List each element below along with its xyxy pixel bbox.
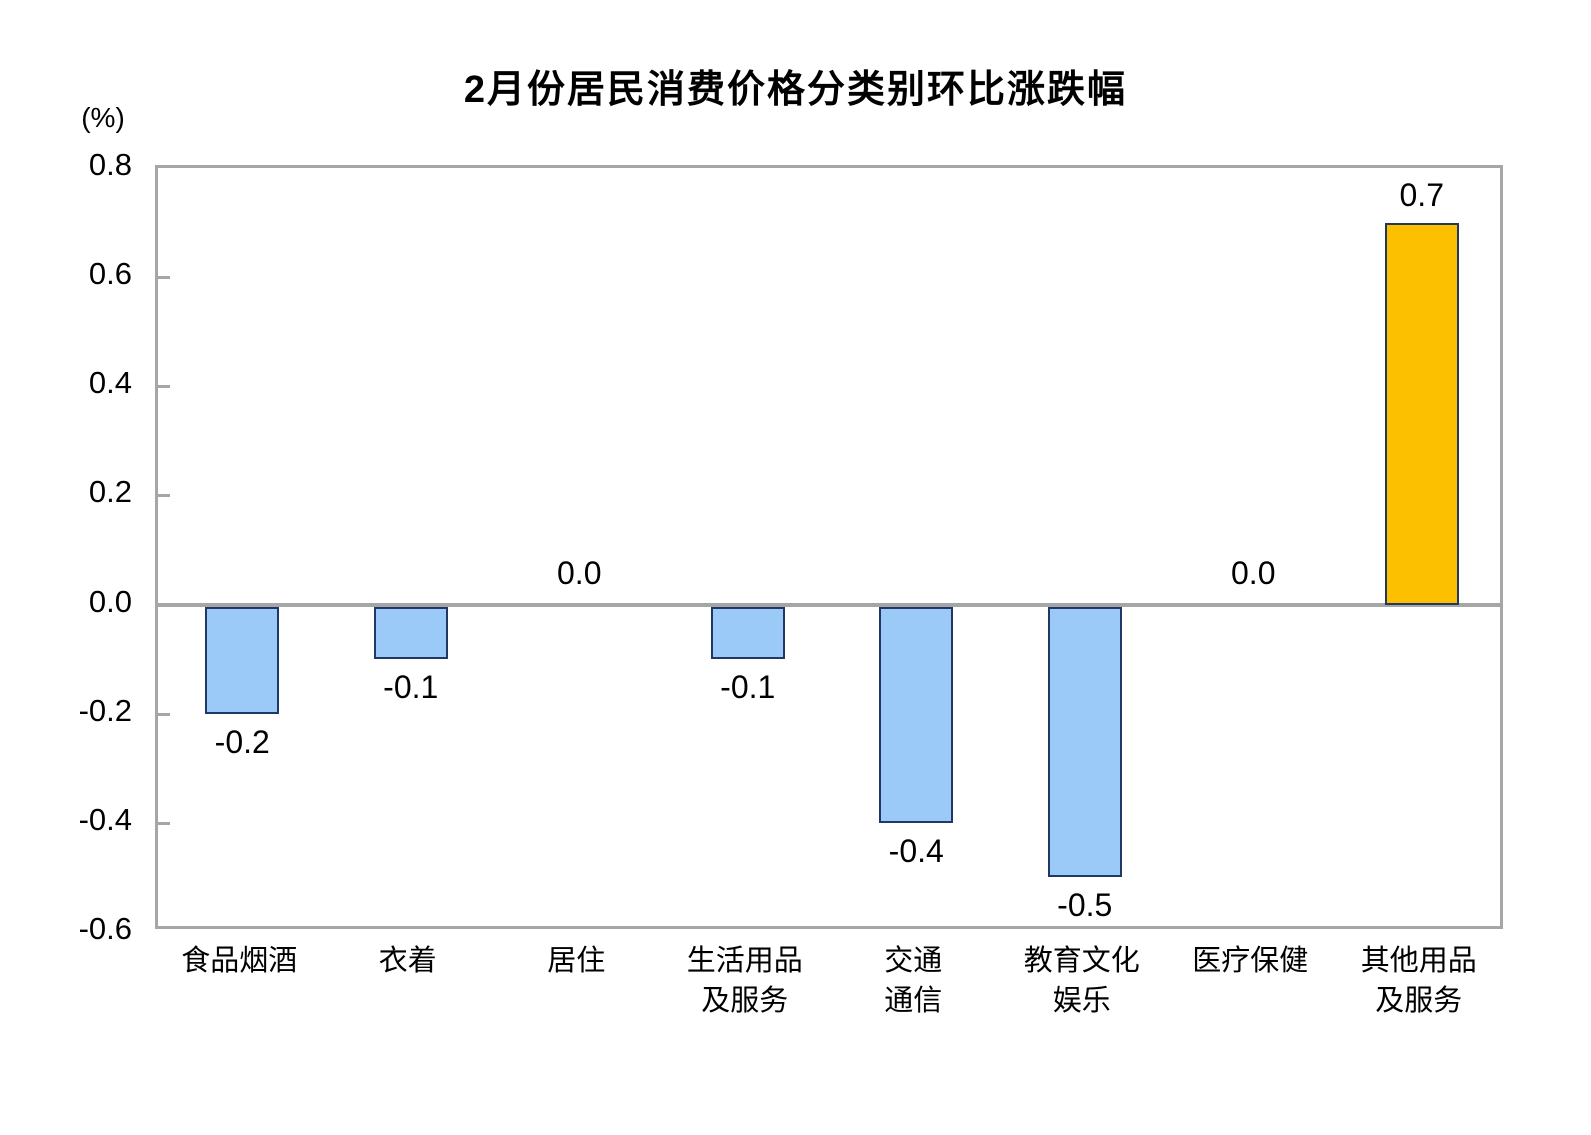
y-tick	[158, 385, 170, 389]
chart-title: 2月份居民消费价格分类别环比涨跌幅	[463, 69, 1128, 111]
y-tick-label: 0.8	[88, 147, 132, 182]
y-axis-unit-label: (%)	[81, 102, 125, 133]
category-label: 其他用品 及服务	[1360, 945, 1477, 1017]
bar	[710, 606, 785, 660]
y-tick-label: 0.2	[88, 474, 132, 510]
bar	[373, 606, 448, 660]
y-tick-label: -0.2	[78, 692, 132, 728]
y-tick-label: 0.6	[88, 256, 132, 292]
category-label: 食品烟酒	[181, 945, 298, 977]
y-tick	[158, 821, 170, 825]
y-tick-label: 0.4	[88, 365, 132, 401]
category-label: 交通 通信	[884, 945, 943, 1017]
y-tick-label: 0.0	[88, 583, 132, 619]
value-label: 0.0	[557, 554, 602, 591]
category-label: 居住	[547, 945, 606, 977]
y-tick-label: -0.6	[78, 911, 132, 946]
y-tick-label: -0.4	[78, 801, 132, 837]
bar	[1047, 606, 1122, 878]
bar	[1384, 222, 1459, 605]
value-label: -0.1	[383, 669, 439, 706]
y-tick	[158, 494, 170, 498]
value-label: -0.4	[888, 832, 944, 869]
value-label: -0.1	[720, 669, 776, 706]
value-label: -0.2	[214, 723, 270, 760]
zero-line	[158, 602, 1500, 607]
category-label: 医疗保健	[1192, 945, 1309, 977]
category-label: 衣着	[378, 945, 437, 977]
value-label: 0.0	[1231, 554, 1276, 591]
bar	[205, 606, 280, 714]
value-label: 0.7	[1399, 176, 1444, 213]
y-tick	[158, 712, 170, 716]
plot-area: -0.2 -0.1 0.0 -0.1 -0.4 -0.5 0.0 0.7	[155, 165, 1503, 929]
value-label: -0.5	[1057, 887, 1113, 924]
bar	[879, 606, 954, 823]
category-label: 教育文化 娱乐	[1023, 945, 1140, 1017]
y-tick	[158, 276, 170, 280]
category-label: 生活用品 及服务	[686, 945, 803, 1017]
